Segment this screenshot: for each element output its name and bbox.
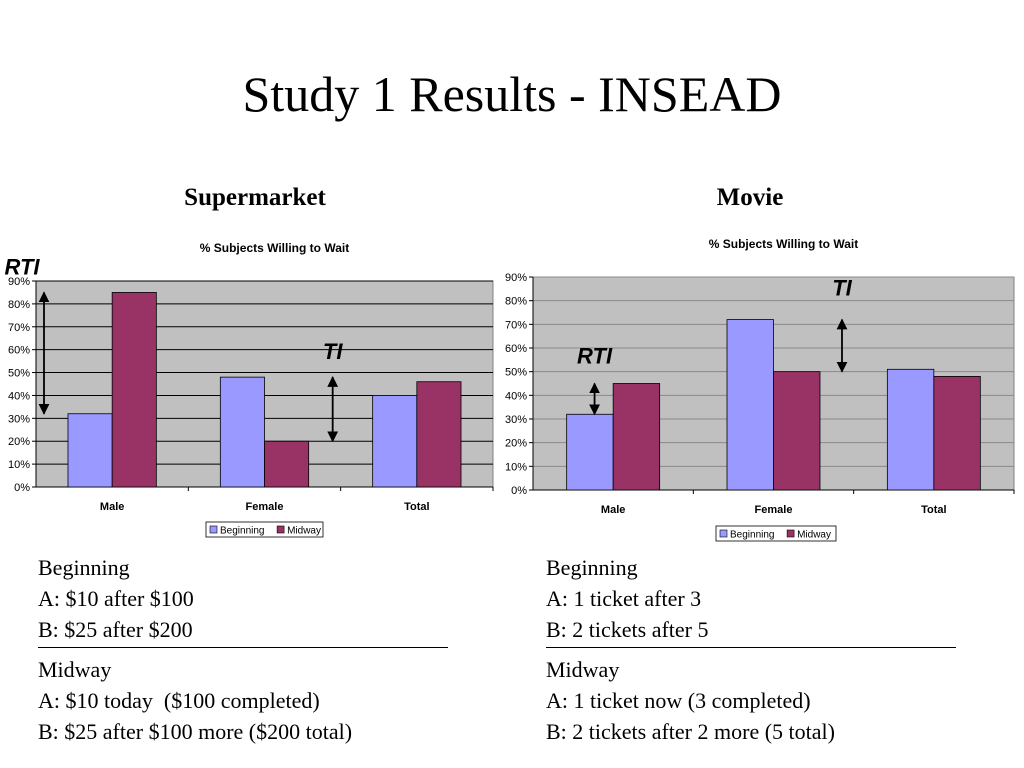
bar-beginning [372,395,418,488]
x-tick-label: Total [921,504,946,516]
chart-title: % Subjects Willing to Wait [200,241,349,255]
note-line: B: $25 after $200 [38,617,193,642]
y-tick-label: 50% [8,368,30,380]
bar-midway [773,371,821,491]
y-tick-label: 20% [505,438,527,450]
legend-label: Beginning [220,526,264,537]
legend-label: Beginning [730,530,774,541]
note-line: A: $10 after $100 [38,586,194,611]
y-tick-label: 80% [505,296,527,308]
legend-label: Midway [287,526,321,537]
y-tick-label: 60% [8,345,30,357]
annotation-label: TI [323,339,343,364]
supermarket-conditions: Beginning A: $10 after $100 B: $25 after… [38,552,458,747]
y-tick-label: 40% [8,390,30,402]
legend-label: Midway [797,530,831,541]
chart-title: % Subjects Willing to Wait [709,237,858,251]
note-line: A: 1 ticket after 3 [546,586,702,611]
x-tick-label: Male [601,504,625,516]
y-tick-label: 80% [8,299,30,311]
bar-beginning [726,319,774,491]
bar-beginning [219,376,265,488]
note-line: Midway [546,657,620,682]
annotation-label: RTI [4,254,40,279]
movie-conditions: Beginning A: 1 ticket after 3 B: 2 ticke… [546,552,966,747]
annotation-label: TI [832,276,852,301]
bar-beginning [566,413,614,491]
note-line: B: 2 tickets after 5 [546,617,709,642]
divider [38,647,448,648]
y-tick-label: 10% [505,461,527,473]
x-tick-label: Female [246,501,284,513]
note-line: Beginning [546,555,638,580]
movie-heading: Movie [716,184,784,211]
bar-midway [264,440,310,488]
note-line: A: $10 today ($100 completed) [38,688,320,713]
note-line: Beginning [38,555,130,580]
y-tick-label: 0% [14,482,30,494]
y-tick-label: 90% [505,272,527,284]
y-tick-label: 90% [8,276,30,288]
y-tick-label: 10% [8,459,30,471]
bar-beginning [67,413,113,488]
x-tick-label: Total [404,501,429,513]
bar-midway [111,292,157,488]
y-tick-label: 70% [505,319,527,331]
legend-swatch [719,529,728,538]
slide-title: Study 1 Results - INSEAD [242,66,782,122]
x-tick-label: Female [755,504,793,516]
y-tick-label: 40% [505,390,527,402]
supermarket-chart: % Subjects Willing to Wait 0% 10% 20% 30% 40%… [4,241,494,538]
note-line: B: $25 after $100 more ($200 total) [38,719,353,744]
legend-swatch [209,525,218,534]
bar-midway [416,381,462,488]
divider [546,647,956,648]
bar-midway [933,375,981,491]
y-tick-label: 20% [8,436,30,448]
y-tick-label: 30% [505,414,527,426]
legend-swatch [276,525,285,534]
y-tick-label: 50% [505,367,527,379]
y-tick-label: 30% [8,413,30,425]
y-tick-label: 60% [505,343,527,355]
legend [205,521,324,538]
legend [715,525,837,542]
x-tick-label: Male [100,501,124,513]
bar-beginning [886,368,935,491]
bar-midway [612,383,661,491]
annotation-label: RTI [577,344,613,369]
supermarket-heading: Supermarket [184,184,326,211]
y-tick-label: 70% [8,322,30,334]
note-line: Midway [38,657,112,682]
legend-swatch [786,529,795,538]
movie-chart: % Subjects Willing to Wait 0% 10% 20% 30% 40%… [505,237,1015,542]
y-tick-label: 0% [511,485,527,497]
note-line: B: 2 tickets after 2 more (5 total) [546,719,835,744]
note-line: A: 1 ticket now (3 completed) [546,688,811,713]
